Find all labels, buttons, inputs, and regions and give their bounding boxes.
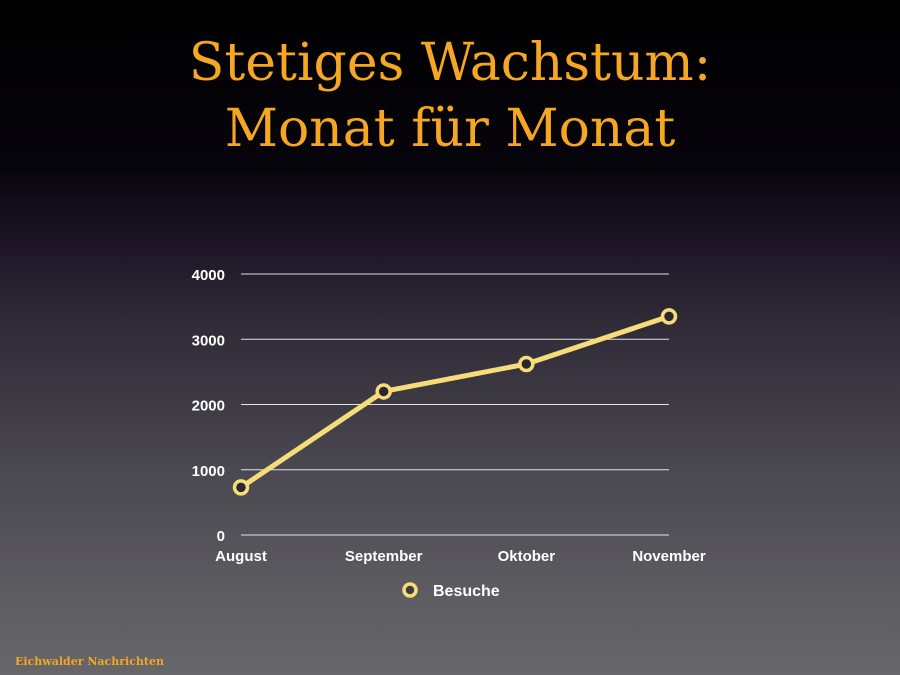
series-line-besuche xyxy=(238,313,672,490)
x-axis-categories: August September Oktober November xyxy=(215,548,706,565)
data-point-august xyxy=(232,479,250,496)
x-category-label-oktober: Oktober xyxy=(498,548,556,565)
y-tick-label-3000: 3000 xyxy=(192,332,225,349)
slide-title-line-1: Stetiges Wachstum: xyxy=(188,33,712,93)
data-point-oktober xyxy=(518,355,535,373)
chart-gridlines xyxy=(241,273,669,536)
y-tick-label-2000: 2000 xyxy=(192,398,225,415)
y-tick-label-0: 0 xyxy=(217,528,225,545)
x-category-label-september: September xyxy=(345,548,423,565)
y-tick-label-1000: 1000 xyxy=(192,463,225,480)
chart-legend: Besuche xyxy=(402,582,500,600)
x-category-label-august: August xyxy=(215,548,267,565)
y-tick-label-4000: 4000 xyxy=(192,267,225,284)
legend-marker-besuche xyxy=(402,582,418,598)
y-axis-ticks: 0 1000 2000 3000 4000 xyxy=(192,267,225,545)
data-point-september xyxy=(375,383,392,400)
legend-label-besuche: Besuche xyxy=(433,583,500,600)
x-category-label-november: November xyxy=(632,548,706,565)
slide-title: Stetiges Wachstum: Monat für Monat xyxy=(0,30,900,162)
data-point-november xyxy=(660,308,678,325)
slide-title-line-2: Monat für Monat xyxy=(224,99,676,159)
chart-series xyxy=(232,308,678,496)
footer-brand: Eichwalder Nachrichten xyxy=(15,655,164,668)
